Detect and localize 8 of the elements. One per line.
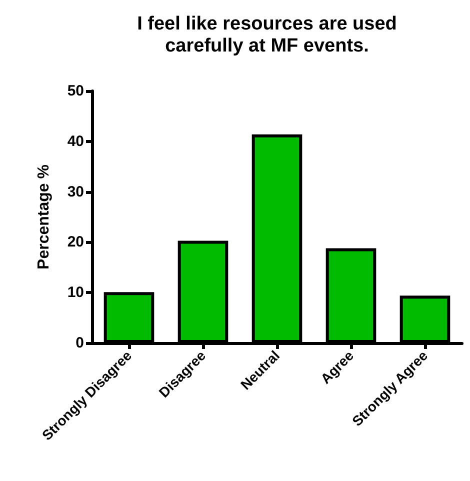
y-tick-label: 20 (67, 234, 84, 251)
y-tick-label: 30 (67, 183, 84, 200)
y-tick-label: 40 (67, 132, 84, 150)
y-tick-label: 0 (76, 334, 84, 352)
chart-title: I feel like resources are used carefully at MF events. (137, 14, 397, 56)
y-tick-label: 50 (67, 82, 84, 100)
y-axis-title: Percentage % (36, 164, 52, 270)
y-tick-label: 10 (67, 284, 84, 302)
